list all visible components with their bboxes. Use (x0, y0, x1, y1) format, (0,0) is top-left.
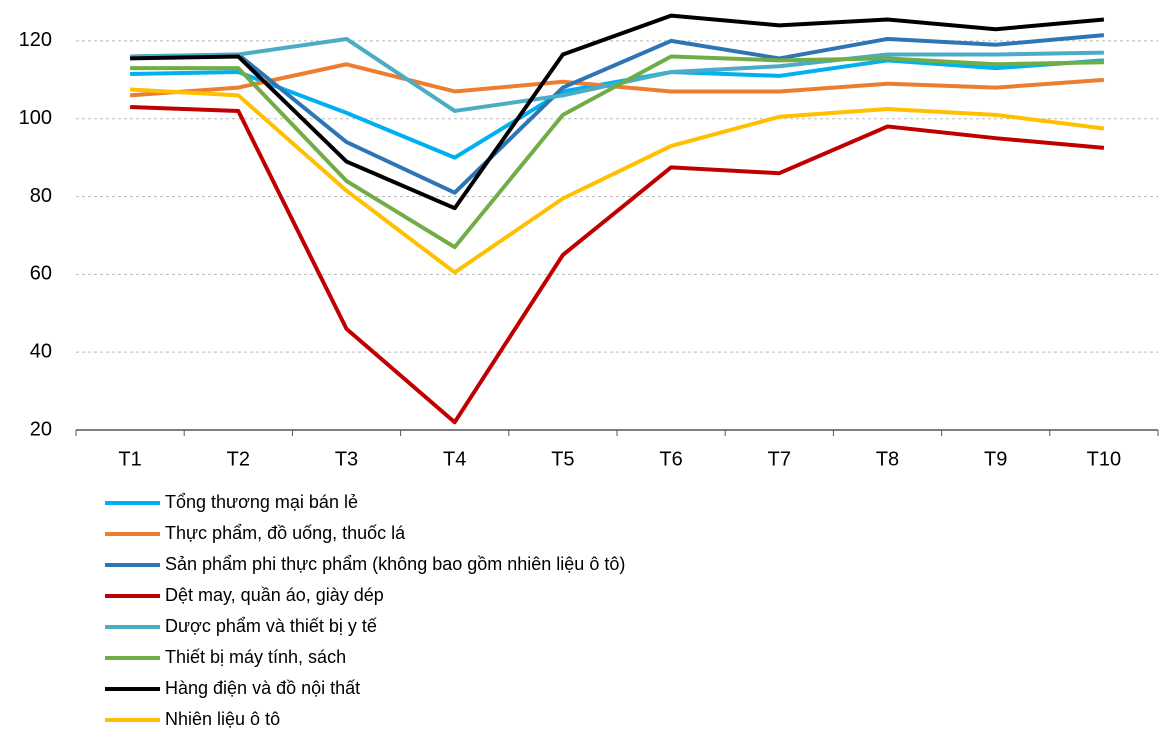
series-line (130, 105, 1105, 425)
y-tick-label: 60 (30, 263, 52, 285)
series-line (130, 33, 1105, 195)
legend-label: Thực phẩm, đồ uống, thuốc lá (165, 523, 406, 543)
x-tick-label: T9 (984, 448, 1007, 470)
y-tick-label: 80 (30, 185, 52, 207)
x-tick-label: T2 (227, 448, 250, 470)
y-tick-label: 20 (30, 418, 52, 440)
series-line (130, 54, 1104, 250)
legend-label: Tổng thương mại bán lẻ (165, 492, 358, 512)
y-tick-label: 100 (19, 107, 52, 129)
legend-label: Thiết bị máy tính, sách (165, 647, 346, 667)
legend-label: Sản phẩm phi thực phẩm (không bao gồm nh… (165, 554, 625, 574)
x-tick-label: T5 (551, 448, 574, 470)
legend-label: Nhiên liệu ô tô (165, 709, 280, 729)
x-tick-label: T10 (1087, 448, 1121, 470)
x-tick-label: T6 (659, 448, 682, 470)
series-line (130, 36, 1104, 113)
x-tick-label: T7 (768, 448, 791, 470)
series-line (130, 13, 1105, 211)
y-tick-label: 40 (30, 340, 52, 362)
legend-label: Hàng điện và đồ nội thất (165, 678, 360, 698)
x-tick-label: T4 (443, 448, 466, 470)
legend-label: Dệt may, quần áo, giày dép (165, 585, 384, 605)
x-tick-label: T1 (118, 448, 141, 470)
y-tick-label: 120 (19, 29, 52, 51)
legend-label: Dược phẩm và thiết bị y tế (165, 616, 377, 636)
x-tick-label: T8 (876, 448, 899, 470)
series-line (129, 87, 1105, 275)
x-tick-label: T3 (335, 448, 358, 470)
